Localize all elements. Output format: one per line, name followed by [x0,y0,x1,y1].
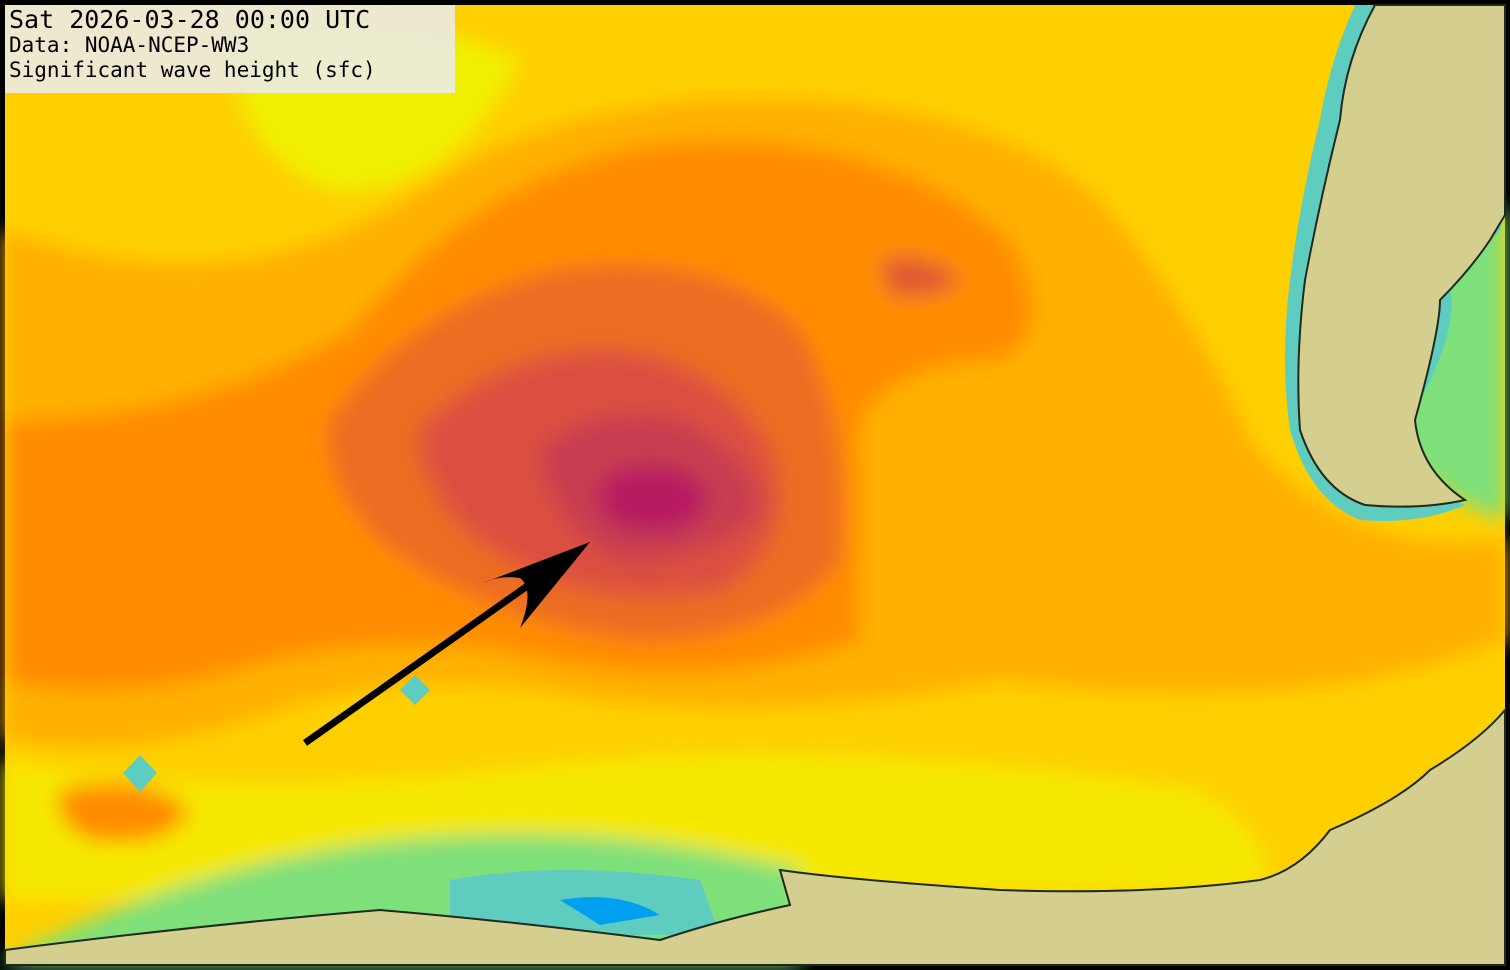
south-america [1297,4,1506,508]
arrow-head [483,542,590,628]
coastal-wave [560,897,660,925]
higher-wave [880,257,960,296]
timestamp: Sat 2026-03-28 00:00 UTC [9,5,371,34]
arrow-shaft [302,574,543,746]
land [4,4,1506,966]
data-source: Data: NOAA-NCEP-WW3 [9,33,250,57]
peak-wave [600,465,707,533]
field-contours [5,24,1505,965]
wave-field [5,5,1505,965]
arrow [302,542,590,746]
high-wave [58,783,190,842]
island-wave [123,755,157,792]
info-box: Sat 2026-03-28 00:00 UTC Data: NOAA-NCEP… [5,5,455,93]
variable: Significant wave height (sfc) [9,58,376,82]
island-wave [400,675,430,705]
antarctica [4,707,1506,966]
